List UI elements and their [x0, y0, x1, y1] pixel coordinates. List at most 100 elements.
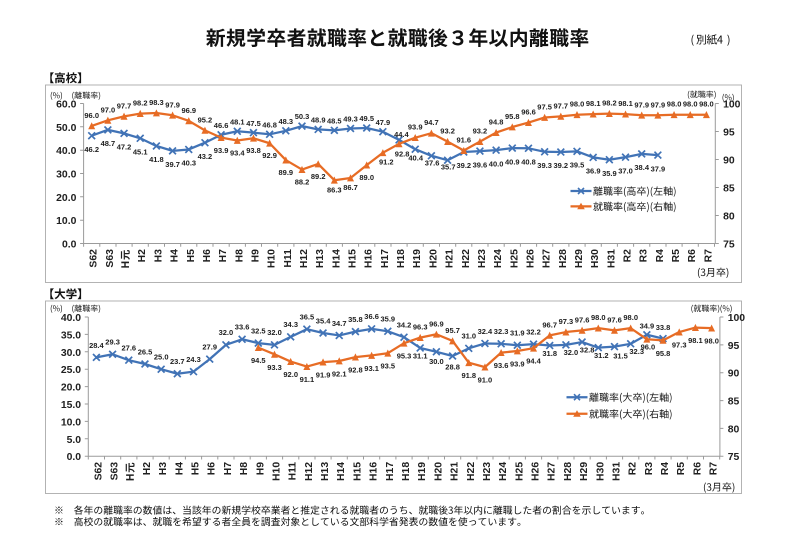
- svg-text:32.2: 32.2: [526, 328, 541, 337]
- svg-text:36.9: 36.9: [586, 167, 601, 176]
- svg-text:H9: H9: [251, 249, 262, 263]
- svg-text:91.0: 91.0: [478, 376, 493, 385]
- svg-text:89.0: 89.0: [359, 173, 374, 182]
- svg-text:31.2: 31.2: [594, 351, 609, 360]
- svg-text:40.0: 40.0: [61, 313, 81, 324]
- svg-text:H3: H3: [153, 249, 164, 263]
- svg-text:100: 100: [723, 100, 741, 111]
- svg-text:H12: H12: [299, 249, 310, 268]
- svg-text:H26: H26: [531, 462, 542, 481]
- svg-text:H31: H31: [612, 462, 623, 481]
- svg-text:R7: R7: [709, 462, 720, 476]
- svg-text:98.0: 98.0: [591, 313, 606, 322]
- svg-text:R3: R3: [639, 249, 650, 263]
- svg-text:35.7: 35.7: [441, 163, 456, 172]
- svg-text:31.8: 31.8: [542, 349, 557, 358]
- svg-text:H7: H7: [223, 462, 234, 476]
- svg-text:36.5: 36.5: [300, 313, 315, 322]
- svg-text:95.2: 95.2: [198, 115, 213, 124]
- svg-text:47.5: 47.5: [246, 119, 261, 128]
- svg-text:H22: H22: [466, 462, 477, 481]
- svg-text:96.0: 96.0: [84, 111, 99, 120]
- svg-text:97.5: 97.5: [537, 103, 552, 112]
- svg-text:86.7: 86.7: [343, 183, 358, 192]
- svg-text:97.9: 97.9: [651, 100, 666, 109]
- svg-text:97.0: 97.0: [101, 105, 116, 114]
- svg-text:41.8: 41.8: [149, 155, 164, 164]
- svg-text:37.9: 37.9: [651, 164, 666, 173]
- svg-text:39.7: 39.7: [165, 160, 180, 169]
- svg-text:93.6: 93.6: [494, 361, 509, 370]
- svg-text:93.4: 93.4: [230, 148, 245, 157]
- svg-text:39.2: 39.2: [456, 161, 471, 170]
- svg-text:R2: R2: [623, 249, 634, 263]
- svg-text:H13: H13: [315, 249, 326, 268]
- svg-text:H21: H21: [450, 462, 461, 481]
- svg-text:93.9: 93.9: [510, 360, 525, 369]
- svg-text:85: 85: [728, 397, 740, 408]
- svg-text:33.6: 33.6: [235, 323, 250, 332]
- svg-text:H23: H23: [482, 462, 493, 481]
- svg-text:29.3: 29.3: [105, 338, 120, 347]
- svg-text:93.8: 93.8: [246, 146, 261, 155]
- svg-text:37.0: 37.0: [618, 166, 633, 175]
- svg-text:98.2: 98.2: [133, 99, 148, 108]
- svg-text:H29: H29: [574, 249, 585, 268]
- svg-text:31.0: 31.0: [461, 332, 476, 341]
- svg-text:40.4: 40.4: [408, 154, 423, 163]
- svg-text:H10: H10: [267, 249, 278, 268]
- svg-text:H20: H20: [428, 249, 439, 268]
- svg-text:31.9: 31.9: [510, 329, 525, 338]
- svg-text:H22: H22: [461, 249, 472, 268]
- svg-text:37.6: 37.6: [425, 159, 440, 168]
- svg-text:96.3: 96.3: [413, 323, 428, 332]
- svg-text:H9: H9: [255, 462, 266, 476]
- svg-text:96.9: 96.9: [181, 106, 196, 115]
- svg-text:97.9: 97.9: [634, 100, 649, 109]
- svg-text:23.7: 23.7: [170, 357, 185, 366]
- svg-text:27.9: 27.9: [202, 343, 217, 352]
- svg-text:94.4: 94.4: [526, 357, 541, 366]
- svg-text:49.3: 49.3: [343, 115, 358, 124]
- svg-text:93.5: 93.5: [380, 362, 395, 371]
- svg-text:90: 90: [728, 369, 740, 380]
- svg-text:98.1: 98.1: [688, 336, 703, 345]
- svg-text:H30: H30: [590, 249, 601, 268]
- svg-text:97.3: 97.3: [559, 317, 574, 326]
- svg-text:H11: H11: [288, 462, 299, 481]
- svg-text:H27: H27: [547, 462, 558, 481]
- svg-text:49.5: 49.5: [359, 114, 374, 123]
- svg-text:H20: H20: [433, 462, 444, 481]
- svg-text:H5: H5: [191, 462, 202, 476]
- svg-text:35.8: 35.8: [348, 315, 363, 324]
- svg-text:H11: H11: [283, 249, 294, 268]
- svg-text:97.6: 97.6: [607, 315, 622, 324]
- svg-text:32.3: 32.3: [629, 347, 644, 356]
- svg-text:92.0: 92.0: [283, 370, 298, 379]
- svg-text:33.8: 33.8: [656, 323, 671, 332]
- svg-text:91.6: 91.6: [456, 136, 471, 145]
- svg-text:28.8: 28.8: [445, 362, 460, 371]
- svg-text:H15: H15: [352, 462, 363, 481]
- svg-text:40.0: 40.0: [56, 146, 76, 157]
- svg-text:95.3: 95.3: [397, 352, 412, 361]
- svg-text:48.9: 48.9: [311, 116, 326, 125]
- svg-text:48.7: 48.7: [101, 139, 116, 148]
- svg-text:31.5: 31.5: [613, 352, 628, 361]
- svg-text:43.2: 43.2: [198, 152, 213, 161]
- svg-text:H8: H8: [234, 249, 245, 263]
- svg-text:H24: H24: [498, 462, 509, 481]
- svg-text:20.0: 20.0: [56, 193, 76, 204]
- svg-text:60.0: 60.0: [56, 100, 76, 111]
- svg-text:93.3: 93.3: [267, 363, 282, 372]
- svg-text:H26: H26: [526, 249, 537, 268]
- svg-text:47.2: 47.2: [117, 143, 132, 152]
- svg-text:H5: H5: [186, 249, 197, 263]
- svg-text:H19: H19: [417, 462, 428, 481]
- svg-text:24.3: 24.3: [186, 355, 201, 364]
- svg-text:89.9: 89.9: [278, 168, 293, 177]
- svg-text:H14: H14: [331, 249, 342, 268]
- svg-text:40.0: 40.0: [489, 159, 504, 168]
- svg-text:H18: H18: [401, 462, 412, 481]
- svg-text:94.5: 94.5: [251, 356, 266, 365]
